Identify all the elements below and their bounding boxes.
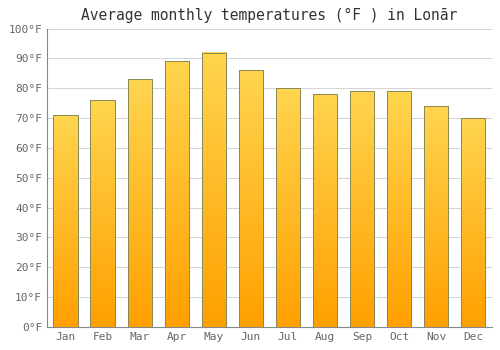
Bar bbox=[387, 91, 411, 327]
Bar bbox=[90, 100, 114, 327]
Bar bbox=[54, 115, 78, 327]
Bar bbox=[238, 70, 263, 327]
Bar bbox=[276, 88, 300, 327]
Title: Average monthly temperatures (°F ) in Lonār: Average monthly temperatures (°F ) in Lo… bbox=[81, 8, 458, 23]
Bar bbox=[164, 62, 188, 327]
Bar bbox=[350, 91, 374, 327]
Bar bbox=[128, 79, 152, 327]
Bar bbox=[313, 94, 337, 327]
Bar bbox=[461, 118, 485, 327]
Bar bbox=[202, 52, 226, 327]
Bar bbox=[424, 106, 448, 327]
